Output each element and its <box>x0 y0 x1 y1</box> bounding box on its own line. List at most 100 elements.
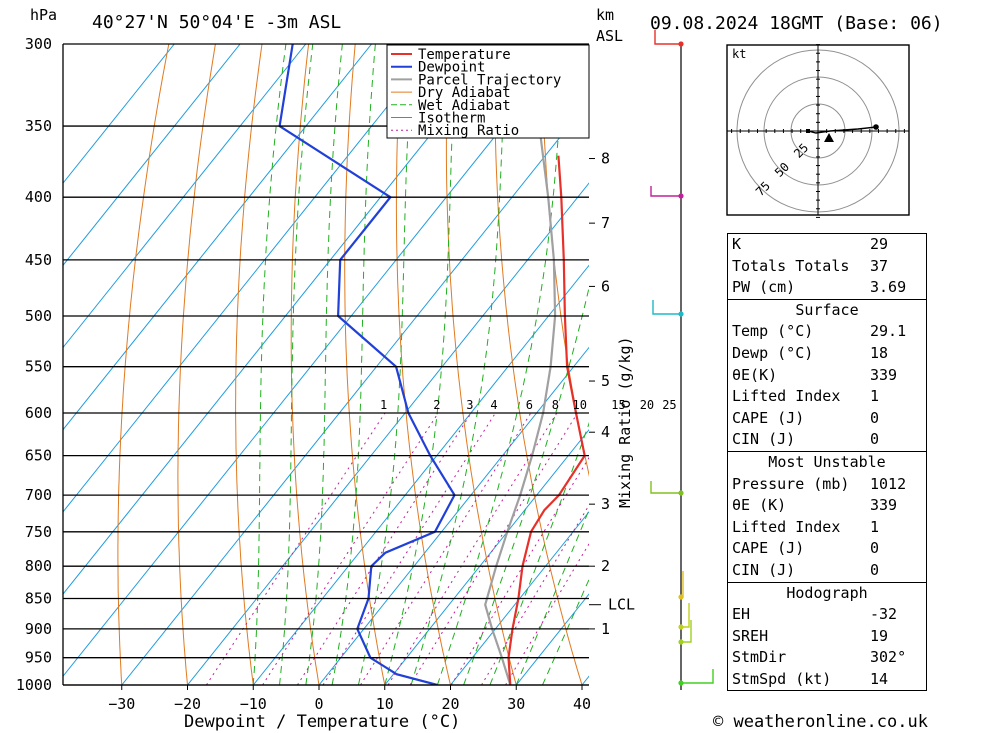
index-label: PW (cm) <box>732 278 796 297</box>
copyright: © weatheronline.co.uk <box>713 712 928 732</box>
index-value: 1 <box>870 387 880 406</box>
mixing-ratio-line <box>296 412 472 685</box>
index-value: 0 <box>870 408 880 427</box>
index-value: 19 <box>870 626 889 645</box>
mixing-ratio-label: 25 <box>662 398 676 412</box>
index-row: Pressure (mb) 1012 <box>728 474 926 496</box>
location-title: 40°27'N 50°04'E -3m ASL <box>92 12 341 33</box>
isotherm-line <box>252 264 589 685</box>
index-row: Lifted Index 1 <box>728 517 926 539</box>
mixing-ratio-label: 15 <box>611 398 625 412</box>
wet-adiabat-line <box>357 44 414 685</box>
index-label: StmSpd (kt) <box>732 669 832 688</box>
index-row: CIN (J) 0 <box>728 560 926 582</box>
x-tick-label: −10 <box>240 695 267 713</box>
mixing-ratio-label: 4 <box>490 398 497 412</box>
height-ref: ASL <box>596 27 623 45</box>
km-tick-label: 5 <box>601 372 610 390</box>
mixing-ratio-axis-label: Mixing Ratio (g/kg) <box>616 336 634 508</box>
wet-adiabat-line <box>463 285 589 685</box>
isotherm-line <box>63 44 307 349</box>
index-value: 339 <box>870 496 898 515</box>
index-row: CAPE (J) 0 <box>728 408 926 430</box>
pressure-unit: hPa <box>30 6 57 24</box>
dry-adiabat-line <box>290 44 320 685</box>
legend-label: Parcel Trajectory <box>418 72 561 88</box>
index-row: PW (cm) 3.69 <box>728 277 926 299</box>
index-value: 29.1 <box>870 322 907 341</box>
index-row: SREH 19 <box>728 626 926 648</box>
pressure-tick-label: 600 <box>25 404 52 422</box>
surface-indices: Surface Temp (°C) 29.1 Dewp (°C) 18 θE(K) 339 L… <box>727 298 927 452</box>
mixing-ratio-line <box>505 542 589 685</box>
x-tick-label: 0 <box>314 695 323 713</box>
index-value: 3.69 <box>870 278 907 297</box>
mixing-ratio-label: 3 <box>466 398 473 412</box>
km-tick-label: 2 <box>601 557 610 575</box>
index-value: -32 <box>870 605 898 624</box>
mixing-ratio-label: 2 <box>433 398 440 412</box>
index-label: Pressure (mb) <box>732 474 850 493</box>
index-label: CAPE (J) <box>732 408 805 427</box>
pressure-tick-label: 500 <box>25 307 52 325</box>
dry-adiabat-line <box>395 44 451 685</box>
pressure-tick-label: 750 <box>25 523 52 541</box>
index-value: 0 <box>870 560 880 579</box>
index-label: StmDir <box>732 648 787 667</box>
dry-adiabat-line <box>177 44 216 685</box>
index-label: K <box>732 235 742 253</box>
pressure-tick-label: 950 <box>25 649 52 667</box>
isotherm-line <box>384 428 589 685</box>
legend-label: Dewpoint <box>418 60 485 76</box>
index-value: 18 <box>870 343 889 362</box>
height-unit: km <box>596 6 614 24</box>
isotherm-line <box>63 44 175 184</box>
legend-label: Mixing Ratio <box>418 123 519 139</box>
index-label: θE (K) <box>732 496 787 515</box>
hodograph-unit: kt <box>732 47 746 61</box>
index-label: EH <box>732 605 751 624</box>
wind-level-dot <box>678 639 684 645</box>
index-value: 0 <box>870 430 880 449</box>
index-label: Totals Totals <box>732 256 850 275</box>
isotherm-line <box>450 511 589 685</box>
mixing-ratio-line <box>322 412 496 685</box>
index-value: 0 <box>870 539 880 558</box>
x-tick-label: −20 <box>174 695 201 713</box>
wet-adiabat-line <box>515 508 589 685</box>
lcl-label: LCL <box>608 596 635 614</box>
index-row: Dewp (°C) 18 <box>728 343 926 365</box>
index-row: StmDir 302° <box>728 647 926 669</box>
legend-label: Wet Adiabat <box>418 98 511 114</box>
hodograph-trace <box>807 126 877 134</box>
index-section-title: Surface <box>795 300 859 319</box>
pressure-tick-label: 550 <box>25 358 52 376</box>
index-label: CIN (J) <box>732 560 796 579</box>
km-tick-label: 3 <box>601 495 610 513</box>
wind-barb <box>650 186 681 197</box>
pressure-tick-label: 450 <box>25 251 52 269</box>
index-row: EH -32 <box>728 604 926 626</box>
wind-level-dot <box>678 594 684 600</box>
legend-label: Isotherm <box>418 111 485 127</box>
index-row: Totals Totals 37 <box>728 256 926 278</box>
pressure-tick-label: 1000 <box>16 676 52 694</box>
wind-barb <box>652 300 681 315</box>
isotherm-line <box>318 346 589 685</box>
axes: 3003504004505005506006507007508008509009… <box>16 35 635 713</box>
index-label: Dewp (°C) <box>732 343 814 362</box>
isotherm-line <box>63 44 372 431</box>
index-value: 29 <box>870 235 889 253</box>
hodograph-start <box>806 129 810 133</box>
dry-adiabat-line <box>961 44 1000 685</box>
hodograph-endpoint <box>873 124 879 130</box>
index-value: 302° <box>870 648 907 667</box>
datetime-title: 09.08.2024 18GMT (Base: 06) <box>650 13 943 34</box>
mixing-ratio-labels: 1 2 3 4 6 8 10 15 20 25 <box>380 398 677 412</box>
wet-adiabat-line <box>542 578 589 685</box>
index-value: 37 <box>870 256 889 275</box>
mixing-ratio-line <box>262 412 439 685</box>
pressure-tick-label: 350 <box>25 117 52 135</box>
